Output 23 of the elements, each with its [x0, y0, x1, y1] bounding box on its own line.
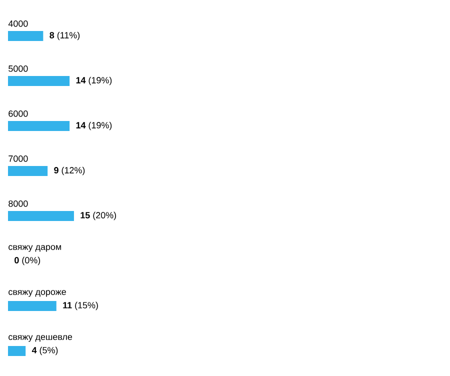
y-tick-label: свяжу дороже: [8, 290, 66, 297]
bar: [8, 76, 70, 86]
data-label: 8 (11%): [50, 32, 80, 40]
bar: [8, 210, 74, 221]
bar: [8, 346, 26, 356]
data-label: 4 (5%): [32, 346, 58, 356]
y-tick-label: 5000: [8, 65, 28, 72]
y-tick-label: свяжу дешевле: [8, 335, 72, 342]
y-tick-label: свяжу даром: [8, 245, 61, 252]
y-tick-label: 6000: [8, 110, 28, 117]
bar: [8, 300, 56, 311]
data-label: 9 (12%): [54, 166, 85, 176]
data-label: 14 (19%): [76, 122, 112, 130]
data-label: 11 (15%): [63, 302, 98, 310]
data-label: 15 (20%): [80, 212, 116, 220]
y-tick-label: 4000: [8, 20, 28, 27]
bar: [8, 31, 44, 41]
data-label: 14 (19%): [76, 76, 112, 86]
bar: [8, 120, 70, 131]
y-tick-label: 7000: [8, 155, 28, 162]
data-label: 0 (0%): [14, 256, 40, 266]
y-tick-label: 8000: [8, 200, 28, 207]
bar: [8, 166, 48, 176]
